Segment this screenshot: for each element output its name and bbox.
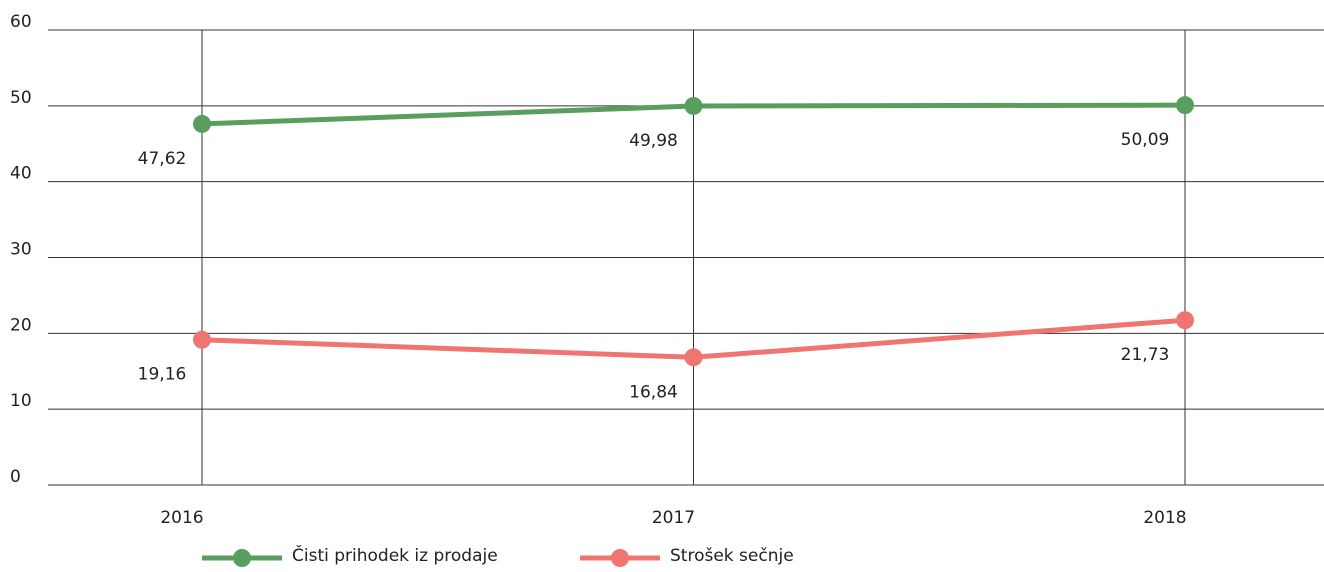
data-point — [684, 96, 703, 115]
x-tick-label: 2017 — [652, 508, 695, 528]
data-label: 16,84 — [629, 382, 678, 402]
data-point — [193, 330, 211, 349]
data-label: 21,73 — [1121, 345, 1170, 365]
y-tick-label: 30 — [10, 240, 32, 260]
legend-marker — [611, 549, 629, 567]
y-tick-label: 50 — [10, 88, 32, 108]
x-tick-label: 2018 — [1143, 508, 1186, 528]
data-point — [1176, 96, 1194, 115]
data-point — [684, 348, 703, 367]
data-label: 19,16 — [138, 365, 187, 385]
legend-label: Strošek sečnje — [670, 546, 794, 566]
legend-marker — [233, 549, 251, 567]
y-tick-label: 40 — [10, 164, 32, 184]
y-tick-label: 60 — [10, 12, 32, 32]
y-tick-label: 0 — [10, 467, 21, 487]
data-label: 49,98 — [629, 131, 678, 151]
legend-label: Čisti prihodek iz prodaje — [292, 544, 498, 566]
x-tick-label: 2016 — [160, 508, 203, 528]
y-tick-label: 10 — [10, 391, 32, 411]
y-tick-label: 20 — [10, 315, 32, 335]
data-label: 47,62 — [138, 149, 187, 169]
data-label: 50,09 — [1121, 130, 1170, 150]
data-point — [193, 114, 211, 133]
data-point — [1176, 311, 1194, 330]
